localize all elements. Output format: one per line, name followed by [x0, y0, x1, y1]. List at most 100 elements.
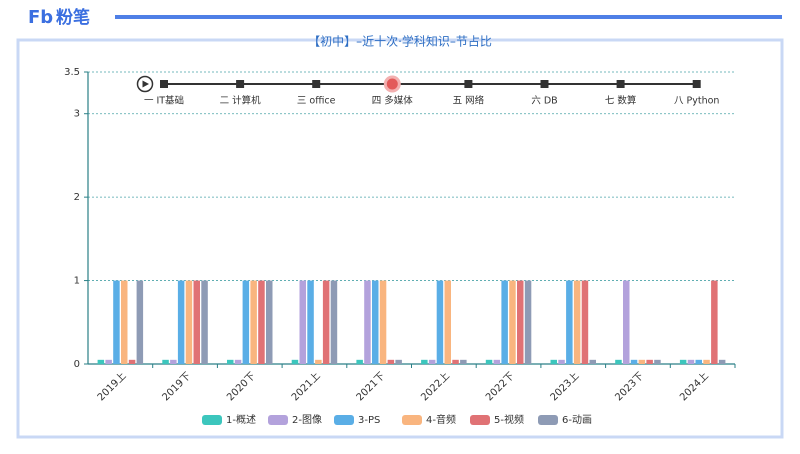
bar: [654, 359, 661, 364]
timeline-label[interactable]: 五 网络: [453, 95, 485, 107]
bar: [395, 359, 402, 364]
bar: [615, 359, 622, 364]
logo-mark: Fb: [28, 7, 53, 28]
timeline-node[interactable]: [540, 80, 549, 88]
bar: [128, 359, 136, 364]
bar: [299, 280, 306, 364]
y-tick-label: 3: [74, 109, 80, 120]
timeline-label[interactable]: 二 计算机: [220, 95, 262, 107]
bar: [718, 359, 726, 364]
timeline-label[interactable]: 七 数算: [605, 95, 637, 107]
bar: [201, 280, 208, 364]
bar: [436, 280, 444, 364]
bar: [291, 359, 299, 364]
bar: [105, 359, 112, 364]
timeline-label[interactable]: 一 IT基础: [144, 95, 184, 107]
bar: [372, 280, 379, 364]
bar: [330, 280, 338, 364]
legend-label[interactable]: 4-音频: [426, 413, 456, 426]
bar: [711, 280, 718, 364]
bar: [121, 280, 128, 364]
timeline-label[interactable]: 三 office: [297, 96, 336, 107]
timeline-node[interactable]: [312, 80, 321, 88]
bar: [322, 280, 330, 364]
bar: [630, 359, 638, 364]
legend-label[interactable]: 3-PS: [358, 415, 380, 426]
bar: [250, 280, 257, 364]
bar: [550, 359, 557, 364]
timeline-node[interactable]: [692, 80, 701, 88]
timeline-node[interactable]: [160, 80, 168, 88]
bar: [185, 280, 193, 364]
bar: [136, 280, 144, 364]
bar: [638, 359, 646, 364]
bar: [444, 280, 451, 364]
bar: [581, 280, 589, 364]
legend-swatch[interactable]: [334, 415, 354, 425]
bar: [387, 359, 395, 364]
play-icon[interactable]: [142, 80, 150, 88]
y-tick-label: 2: [74, 192, 80, 203]
bar: [573, 280, 581, 364]
bar: [421, 359, 428, 364]
bar: [509, 280, 516, 364]
bar: [695, 359, 702, 364]
timeline-node[interactable]: [616, 80, 625, 88]
bar: [97, 359, 105, 364]
y-tick-label: 1: [74, 276, 80, 287]
bar: [566, 280, 573, 364]
bar: [687, 359, 695, 364]
bar: [258, 280, 265, 364]
timeline-label[interactable]: 八 Python: [674, 96, 719, 107]
bar: [646, 359, 653, 364]
bar: [356, 359, 363, 364]
timeline-node[interactable]: [236, 80, 245, 88]
bar: [113, 280, 120, 364]
bar: [307, 280, 314, 364]
chart-title: 【初中】–近十次·学科知识–节占比: [308, 34, 492, 49]
timeline-node-active[interactable]: [383, 75, 401, 93]
logo-text: 粉笔: [56, 7, 90, 28]
y-tick-label: 0: [74, 359, 80, 370]
bar: [452, 359, 459, 364]
bar: [162, 359, 169, 364]
legend-label[interactable]: 5-视频: [494, 413, 524, 426]
bar: [428, 359, 436, 364]
legend-swatch[interactable]: [202, 415, 222, 425]
play-button[interactable]: [136, 75, 154, 93]
bar: [177, 280, 185, 364]
bar: [170, 359, 177, 364]
bar: [460, 359, 467, 364]
timeline-label[interactable]: 四 多媒体: [372, 95, 414, 107]
bar: [623, 280, 630, 364]
legend-swatch[interactable]: [268, 415, 288, 425]
bar: [679, 359, 687, 364]
bar: [493, 359, 501, 364]
bar: [517, 280, 524, 364]
y-tick-label: 3.5: [64, 67, 80, 78]
bar: [501, 280, 508, 364]
bar: [234, 359, 242, 364]
legend-swatch[interactable]: [470, 415, 490, 425]
legend-label[interactable]: 6-动画: [562, 414, 592, 426]
bar: [242, 280, 250, 364]
timeline-node[interactable]: [464, 80, 473, 88]
bar: [364, 280, 371, 364]
bar: [558, 359, 565, 364]
frame: [16, 38, 784, 439]
bar: [485, 359, 493, 364]
bar: [703, 359, 710, 364]
bar: [589, 359, 596, 364]
bar: [227, 359, 234, 364]
bar: [193, 280, 200, 364]
bar: [524, 280, 532, 364]
bar: [315, 359, 322, 364]
bar: [266, 280, 273, 364]
legend-swatch[interactable]: [538, 415, 558, 425]
legend-label[interactable]: 2-图像: [292, 414, 322, 426]
legend-swatch[interactable]: [402, 415, 422, 425]
bar: [379, 280, 387, 364]
legend-label[interactable]: 1-概述: [226, 413, 256, 426]
timeline-label[interactable]: 六 DB: [531, 95, 557, 107]
